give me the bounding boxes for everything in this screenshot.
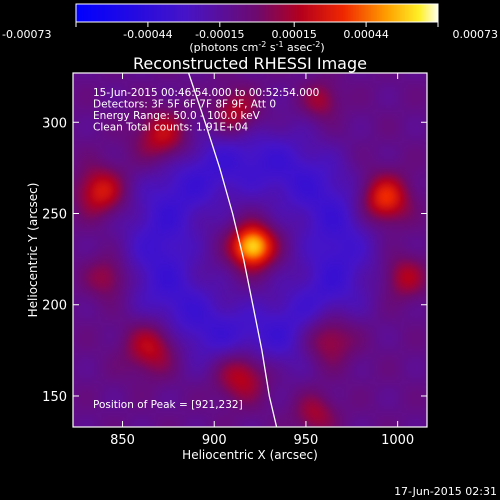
unit-text: ) xyxy=(320,41,324,54)
y-axis-label: Heliocentric Y (arcsec) xyxy=(26,183,40,318)
y-tick-label: 200 xyxy=(42,299,67,314)
heatmap-image xyxy=(73,73,427,427)
annotation-line: Clean Total counts: 1.91E+04 xyxy=(93,122,248,134)
solar-limb-line xyxy=(187,72,278,428)
annotation-line: Detectors: 3F 5F 6F 7F 8F 9F, Att 0 xyxy=(93,99,276,111)
colorbar-tick-label: -0.00044 xyxy=(123,28,172,41)
colorbar-ticks: -0.00073 -0.00044 -0.00015 0.00015 0.00044 0.… xyxy=(2,22,498,41)
plot-area: 15-Jun-2015 00:46:54.000 to 00:52:54.000… xyxy=(42,72,428,448)
colorbar-tick-label: -0.00015 xyxy=(195,28,244,41)
x-tick-label: 1000 xyxy=(381,433,414,448)
colorbar-tick-label: 0.00044 xyxy=(343,28,389,41)
colorbar-tick-label: -0.00073 xyxy=(2,28,51,41)
x-tick-label: 900 xyxy=(202,433,227,448)
x-tick-label: 950 xyxy=(294,433,319,448)
annotation-block: 15-Jun-2015 00:46:54.000 to 00:52:54.000… xyxy=(93,87,319,134)
unit-exponent: -1 xyxy=(276,40,284,49)
peak-position-label: Position of Peak = [921,232] xyxy=(93,399,243,411)
unit-text: asec xyxy=(284,41,313,54)
chart-title: Reconstructed RHESSI Image xyxy=(133,54,367,73)
annotation-line: 15-Jun-2015 00:46:54.000 to 00:52:54.000 xyxy=(93,87,319,99)
annotation-line: Energy Range: 50.0 - 100.0 keV xyxy=(93,110,261,122)
x-axis-ticks: 850 900 950 1000 xyxy=(110,73,414,448)
colorbar: -0.00073 -0.00044 -0.00015 0.00015 0.00044 0.… xyxy=(2,3,498,54)
colorbar-units: (photons cm-2 s-1 asec-2) xyxy=(189,40,324,54)
colorbar-tick-label: 0.00015 xyxy=(271,28,317,41)
unit-text: s xyxy=(266,41,275,54)
y-axis-ticks: 150 200 250 300 xyxy=(42,116,427,405)
unit-exponent: -2 xyxy=(312,40,320,49)
y-tick-label: 250 xyxy=(42,208,67,223)
footer-date: 17-Jun-2015 02:31 xyxy=(394,485,497,498)
unit-exponent: -2 xyxy=(258,40,266,49)
unit-text: (photons cm xyxy=(189,41,258,54)
y-tick-label: 300 xyxy=(42,116,67,131)
y-tick-label: 150 xyxy=(42,390,67,405)
colorbar-tick-label: 0.00073 xyxy=(453,28,499,41)
colorbar-gradient xyxy=(76,4,438,22)
plot-frame xyxy=(72,72,428,428)
x-axis-label: Heliocentric X (arcsec) xyxy=(182,448,318,462)
colorbar-frame xyxy=(75,3,439,23)
x-tick-label: 850 xyxy=(110,433,135,448)
